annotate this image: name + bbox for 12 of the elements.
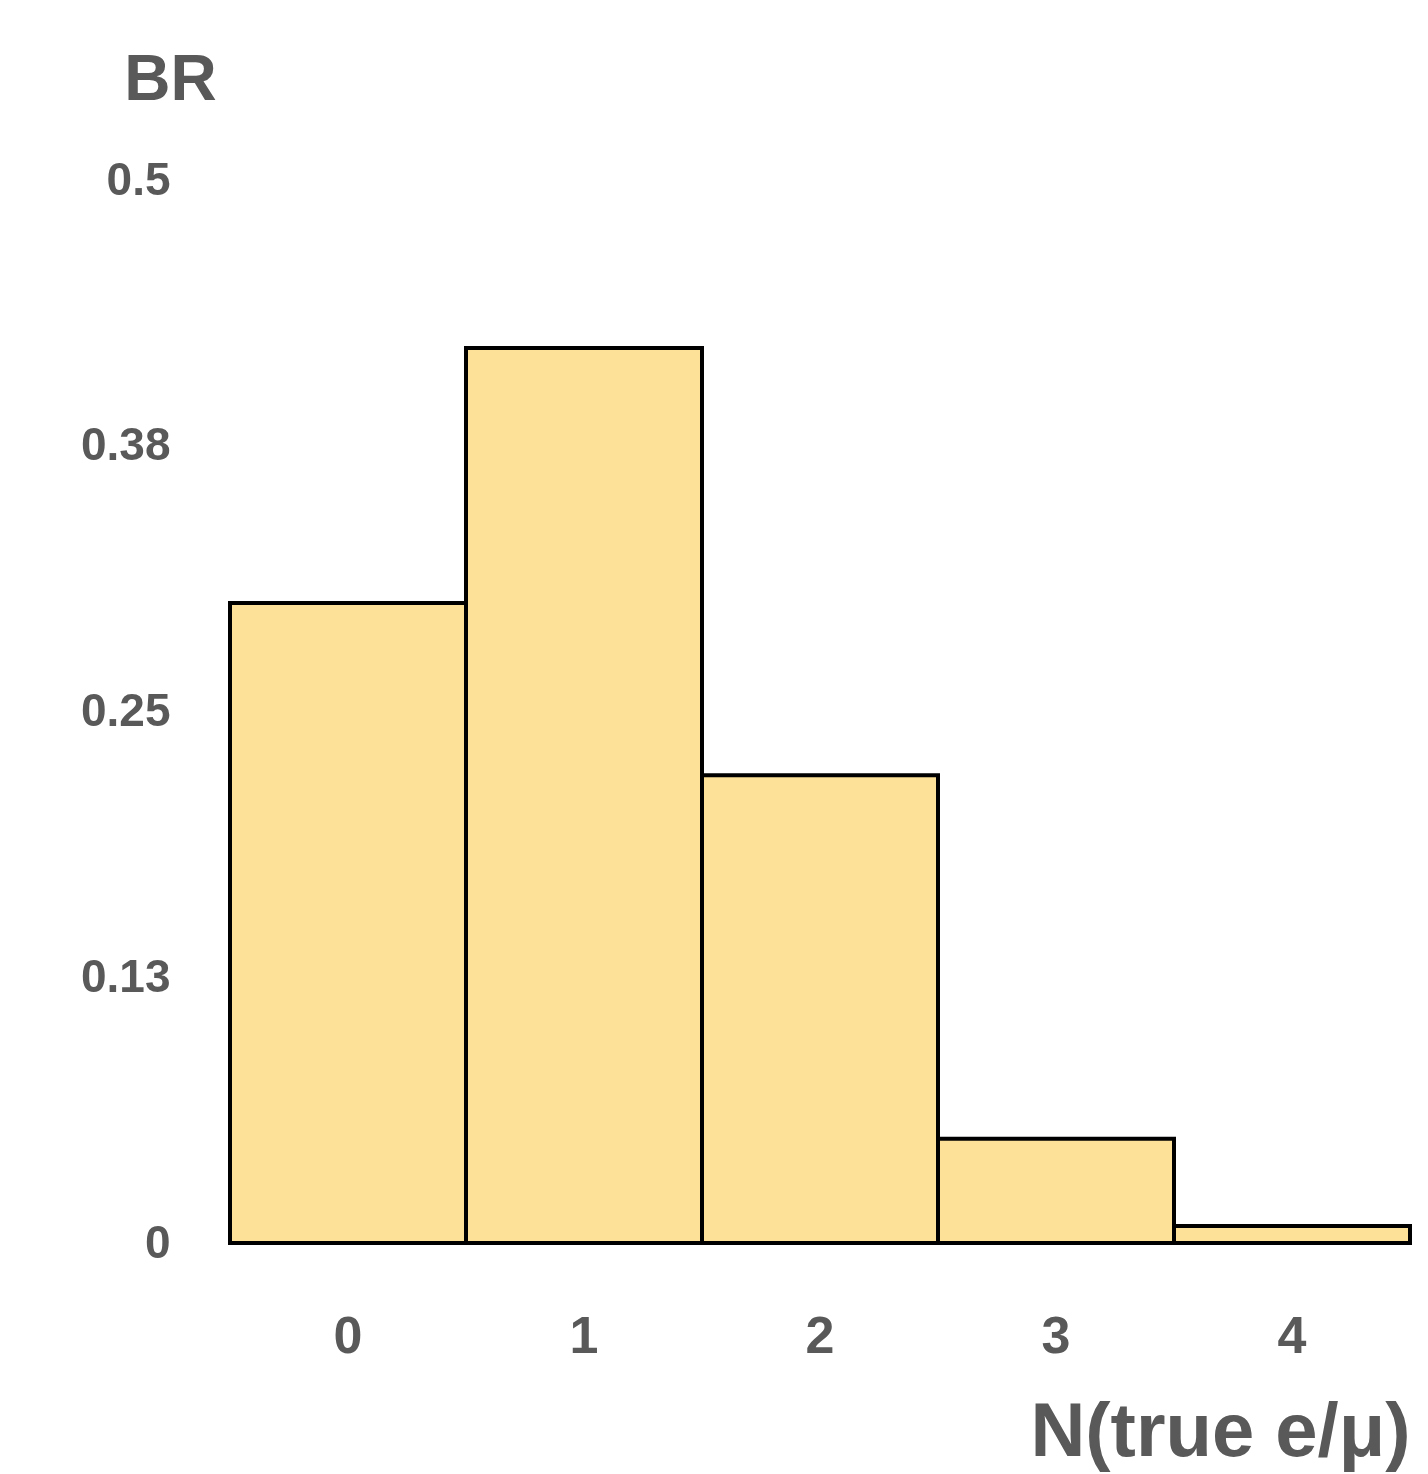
x-axis-title: N(true e/μ) bbox=[1030, 1386, 1411, 1472]
y-axis-title: BR bbox=[124, 41, 217, 114]
x-tick-label: 2 bbox=[805, 1305, 835, 1364]
x-tick-label: 3 bbox=[1041, 1305, 1071, 1364]
y-tick-label: 0.13 bbox=[80, 949, 171, 1002]
x-tick-label: 1 bbox=[569, 1305, 599, 1364]
x-tick-label: 0 bbox=[333, 1305, 363, 1364]
y-tick-label: 0.5 bbox=[106, 152, 171, 205]
x-tick-label: 4 bbox=[1277, 1305, 1307, 1364]
y-tick-label: 0 bbox=[144, 1215, 171, 1268]
y-tick-label: 0.38 bbox=[80, 418, 171, 471]
y-tick-label: 0.25 bbox=[80, 684, 171, 736]
